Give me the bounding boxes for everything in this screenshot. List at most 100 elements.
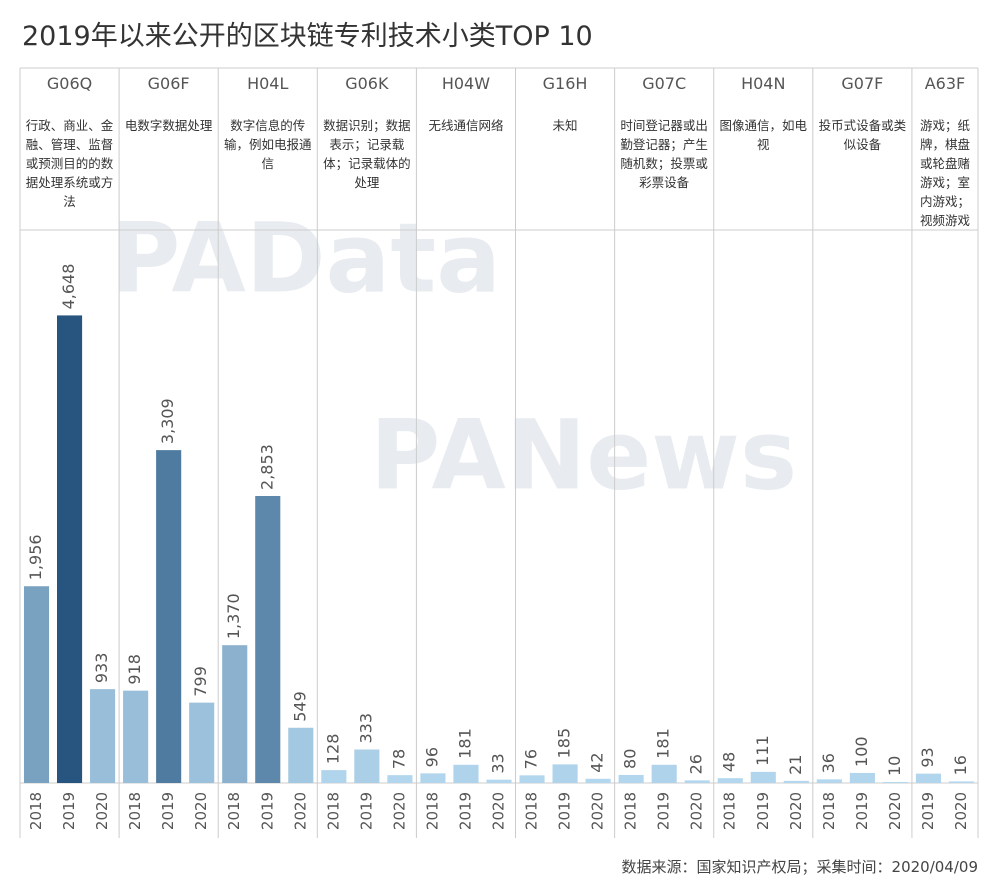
bar [948, 781, 975, 783]
x-tick-label: 2019 [655, 792, 673, 830]
value-label: 26 [687, 754, 706, 774]
value-label: 333 [356, 713, 375, 744]
x-tick-label: 2020 [192, 792, 210, 830]
x-tick-label: 2020 [952, 792, 970, 830]
panel-description: 游戏；纸牌，棋盘或轮盘赌游戏；室内游戏；视频游戏 [919, 118, 970, 228]
x-tick-label: 2019 [60, 792, 78, 830]
value-label: 78 [389, 749, 408, 769]
bar [552, 764, 578, 783]
panel-code: H04W [441, 74, 491, 93]
chart-title: 2019年以来公开的区块链专利技术小类TOP 10 [22, 21, 593, 52]
value-label: 4,648 [59, 264, 78, 310]
bar [387, 775, 413, 783]
value-label: 933 [92, 653, 111, 684]
bar [651, 764, 677, 783]
x-tick-label: 2018 [523, 792, 541, 830]
x-tick-label: 2019 [456, 792, 474, 830]
bar [684, 780, 710, 783]
x-tick-label: 2018 [324, 792, 342, 830]
panel-description: 电数字数据处理 [124, 118, 213, 133]
x-tick-label: 2019 [357, 792, 375, 830]
x-tick-label: 2018 [126, 792, 144, 830]
x-tick-label: 2020 [688, 792, 706, 830]
value-label: 128 [323, 734, 342, 765]
value-label: 100 [852, 736, 871, 767]
value-label: 48 [720, 752, 739, 772]
value-label: 181 [455, 728, 474, 759]
panel-description: 数据识别；数据表示；记录载体；记录载体的处理 [323, 118, 411, 190]
bar [123, 690, 149, 783]
x-tick-label: 2019 [258, 792, 276, 830]
x-tick-label: 2020 [589, 792, 607, 830]
x-tick-label: 2018 [820, 792, 838, 830]
bar [750, 771, 776, 783]
bar [783, 780, 809, 783]
value-label: 80 [621, 749, 640, 769]
bar [56, 315, 83, 783]
bar [849, 772, 875, 783]
x-tick-label: 2018 [721, 792, 739, 830]
value-label: 36 [819, 753, 838, 773]
x-tick-label: 2018 [225, 792, 243, 830]
x-tick-label: 2018 [423, 792, 441, 830]
value-label: 76 [522, 749, 541, 769]
value-label: 918 [125, 654, 144, 685]
panel-description: 未知 [552, 118, 578, 133]
x-tick-label: 2020 [787, 792, 805, 830]
panel-code: G06F [147, 74, 190, 93]
value-label: 96 [422, 747, 441, 767]
panel-code: G07C [642, 74, 687, 93]
bar [882, 781, 908, 783]
x-tick-label: 2019 [754, 792, 772, 830]
watermark: PAData [110, 202, 501, 314]
bar [321, 770, 347, 783]
x-tick-label: 2019 [159, 792, 177, 830]
source-note: 数据来源：国家知识产权局；采集时间：2020/04/09 [621, 858, 978, 876]
bar [420, 773, 446, 783]
watermark: PANews [370, 399, 797, 511]
bar [23, 586, 50, 783]
bar [156, 450, 182, 783]
value-label: 1,956 [26, 534, 45, 580]
bar [255, 495, 281, 783]
value-label: 111 [753, 735, 772, 766]
panel-code: G06Q [46, 74, 93, 93]
bar [189, 702, 215, 783]
value-label: 21 [786, 755, 805, 775]
panel-code: H04L [247, 74, 289, 93]
value-label: 799 [191, 666, 210, 697]
x-tick-label: 2018 [622, 792, 640, 830]
x-tick-label: 2019 [853, 792, 871, 830]
panel-description: 投币式设备或类似设备 [818, 118, 907, 152]
bar [288, 727, 314, 783]
value-label: 42 [588, 752, 607, 772]
value-label: 181 [654, 728, 673, 759]
bar [486, 779, 512, 783]
x-tick-label: 2018 [27, 792, 45, 830]
value-label: 33 [489, 753, 508, 773]
value-label: 549 [290, 691, 309, 722]
panel-code: G07F [841, 74, 884, 93]
bar [618, 774, 644, 783]
x-tick-label: 2020 [390, 792, 408, 830]
bar [519, 775, 545, 783]
panel-description: 无线通信网络 [428, 118, 504, 133]
x-tick-label: 2019 [919, 792, 937, 830]
bar [90, 689, 116, 783]
value-label: 10 [885, 756, 904, 776]
value-label: 1,370 [224, 593, 243, 639]
bar [915, 773, 942, 783]
panel-description: 行政、商业、金融、管理、监督或预测目的的数据处理系统或方法 [25, 118, 114, 209]
panel-code: A63F [924, 74, 966, 93]
bar [354, 749, 380, 783]
panel-code: G06K [345, 74, 389, 93]
x-tick-label: 2020 [886, 792, 904, 830]
value-label: 93 [918, 747, 937, 767]
panel-description: 时间登记器或出勤登记器；产生随机数；投票或彩票设备 [620, 118, 708, 190]
x-tick-label: 2020 [490, 792, 508, 830]
value-label: 185 [555, 728, 574, 759]
x-tick-label: 2019 [556, 792, 574, 830]
panel-code: G16H [542, 74, 588, 93]
bar [453, 764, 479, 783]
